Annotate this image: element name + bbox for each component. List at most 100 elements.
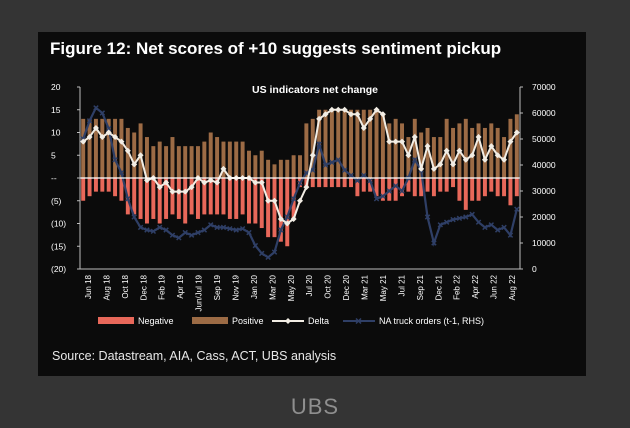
truck-orders-point: [463, 214, 469, 220]
negative-bar: [412, 178, 417, 197]
truck-orders-point: [322, 162, 329, 168]
x-tick-label: Feb 19: [158, 274, 167, 299]
delta-point: [220, 165, 227, 172]
positive-bar: [463, 118, 468, 178]
truck-orders-point: [207, 222, 214, 228]
negative-bar: [202, 178, 207, 215]
negative-bar: [164, 178, 169, 219]
delta-point: [277, 215, 284, 222]
left-tick-label: (5): [51, 196, 62, 206]
x-tick-label: Dec 20: [342, 274, 351, 300]
positive-bar: [132, 132, 137, 178]
delta-point: [316, 115, 323, 122]
positive-bar: [476, 123, 481, 178]
delta-point: [252, 179, 259, 186]
negative-bar: [323, 178, 328, 188]
negative-bar: [189, 178, 194, 215]
positive-bar: [113, 118, 118, 178]
x-tick-label: Jul 21: [397, 274, 406, 296]
positive-bar: [419, 132, 424, 178]
negative-bar: [259, 178, 264, 229]
positive-bar: [412, 118, 417, 178]
positive-bar: [374, 109, 379, 178]
axes-layer: 20 15 10 5 -- (5) (10) (15) (20) 70000 60000 50000 4…: [51, 82, 556, 311]
negative-bar: [495, 178, 500, 197]
delta-point: [437, 161, 444, 168]
negative-bar: [425, 178, 430, 192]
delta-point: [271, 197, 278, 204]
delta-point: [348, 111, 355, 118]
delta-point: [354, 111, 361, 118]
delta-point: [214, 179, 221, 186]
x-tick-label: Jun/Jul 19: [195, 274, 204, 311]
negative-bar: [253, 178, 258, 224]
negative-bar: [419, 178, 424, 197]
positive-bar: [253, 155, 258, 178]
negative-bar: [183, 178, 188, 224]
positive-bar: [451, 127, 456, 178]
negative-bar: [100, 178, 105, 192]
negative-bar: [444, 178, 449, 192]
truck-orders-point: [86, 118, 93, 124]
negative-bar: [234, 178, 239, 219]
x-tick-label: Feb 22: [453, 274, 462, 299]
negative-bar: [438, 178, 443, 192]
negative-bar: [272, 178, 277, 238]
negative-bar: [355, 178, 360, 197]
truck-orders-point: [99, 110, 106, 116]
x-tick-label: Oct 20: [324, 274, 333, 298]
negative-bar: [144, 178, 149, 224]
positive-bar: [234, 141, 239, 178]
truck-orders-point: [450, 216, 456, 223]
right-tick-label: 70000: [532, 82, 556, 92]
delta-point: [182, 188, 189, 195]
negative-bar: [508, 178, 513, 206]
delta-point: [335, 106, 342, 113]
x-tick-label: Sep 21: [416, 274, 425, 300]
x-tick-label: Jun 18: [84, 274, 93, 299]
negative-bar: [463, 178, 468, 210]
x-tick-label: Aug 22: [508, 274, 517, 300]
delta-point: [424, 143, 431, 150]
chart-title: US indicators net change: [252, 84, 378, 96]
negative-bar: [387, 178, 392, 201]
legend-marker-truck: [355, 317, 362, 325]
left-tick-label: 20: [51, 82, 61, 92]
negative-bar: [87, 178, 92, 197]
legend: Negative Positive Delta NA truck orders (t-…: [98, 316, 484, 326]
right-tick-label: 20000: [532, 212, 556, 222]
legend-label-negative: Negative: [138, 316, 174, 326]
negative-bar: [157, 178, 162, 224]
negative-bar: [514, 178, 519, 197]
negative-bar: [476, 178, 481, 201]
negative-bar: [227, 178, 232, 219]
negative-bar: [342, 178, 347, 188]
negative-bar: [400, 178, 405, 197]
delta-point: [507, 138, 514, 145]
x-tick-label: May 21: [379, 274, 388, 301]
truck-orders-point: [373, 196, 380, 202]
positive-bar: [202, 141, 207, 178]
truck-orders-point: [303, 170, 310, 176]
truck-orders-point: [188, 232, 195, 238]
x-tick-label: Dec 21: [434, 274, 443, 300]
negative-bar: [470, 178, 475, 201]
positive-bar: [514, 114, 519, 178]
left-tick-label: --: [51, 173, 57, 183]
negative-bar: [380, 178, 385, 201]
positive-bar: [349, 109, 353, 178]
truck-orders-point: [361, 172, 367, 179]
delta-point: [328, 106, 335, 113]
positive-bar: [291, 155, 296, 178]
negative-bar: [151, 178, 156, 219]
positive-bar: [164, 146, 169, 178]
left-tick-label: (20): [51, 264, 66, 274]
truck-orders-point: [507, 232, 514, 238]
truck-orders-point: [514, 206, 520, 212]
truck-orders-point: [137, 224, 144, 231]
positive-bar: [87, 118, 92, 178]
truck-orders-point: [156, 224, 163, 231]
truck-orders-point: [284, 214, 290, 220]
delta-point: [80, 138, 87, 145]
negative-bar: [81, 178, 86, 201]
